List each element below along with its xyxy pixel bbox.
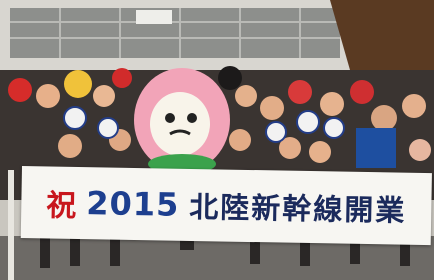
banner-pole [8, 170, 14, 280]
banner: 祝 2015 北陸新幹線開業 [21, 166, 432, 245]
banner-text: 北陸新幹線開業 [189, 184, 407, 230]
page: 祝 2015 北陸新幹線開業 (() => { const data = JSO… [0, 0, 434, 280]
station-sign [136, 10, 172, 24]
blue-shirt [356, 128, 396, 168]
photo: 祝 2015 北陸新幹線開業 [0, 0, 434, 280]
banner-year: 2015 [86, 184, 180, 224]
banner-mark: 祝 [46, 180, 77, 225]
